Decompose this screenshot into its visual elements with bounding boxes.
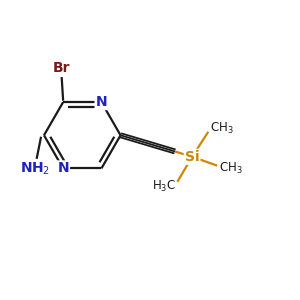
Text: H$_3$C: H$_3$C — [152, 179, 176, 194]
Text: Br: Br — [53, 61, 70, 75]
Text: Si: Si — [185, 150, 200, 164]
Text: CH$_3$: CH$_3$ — [210, 121, 233, 136]
Text: NH$_2$: NH$_2$ — [20, 161, 50, 177]
Text: N: N — [96, 95, 107, 109]
Text: CH$_3$: CH$_3$ — [219, 160, 242, 175]
Text: N: N — [57, 161, 69, 176]
